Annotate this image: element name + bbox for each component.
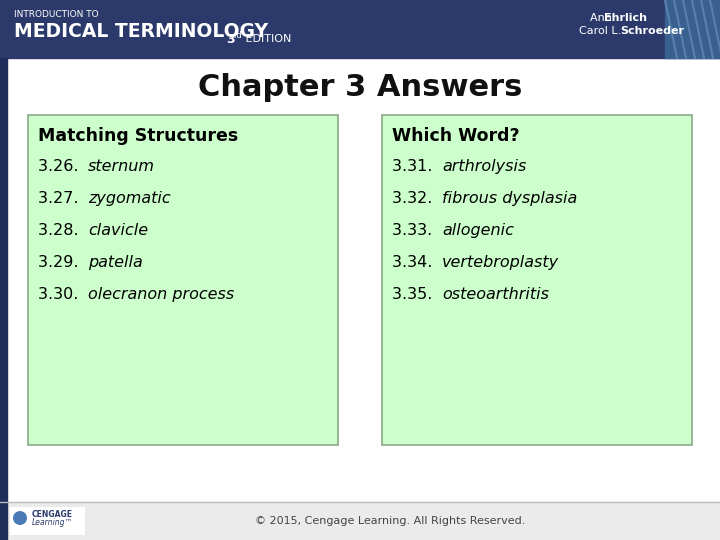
Text: CENGAGE: CENGAGE bbox=[32, 510, 73, 519]
Text: 3: 3 bbox=[226, 33, 235, 46]
Text: 3.30.: 3.30. bbox=[38, 287, 84, 302]
Text: osteoarthritis: osteoarthritis bbox=[442, 287, 549, 302]
Bar bbox=[10, 507, 85, 535]
FancyBboxPatch shape bbox=[28, 115, 338, 445]
Text: 3.35.: 3.35. bbox=[392, 287, 438, 302]
Text: MEDICAL TERMINOLOGY: MEDICAL TERMINOLOGY bbox=[14, 22, 268, 41]
Text: 3.27.: 3.27. bbox=[38, 191, 84, 206]
Text: EDITION: EDITION bbox=[242, 34, 292, 44]
Text: 3.32.: 3.32. bbox=[392, 191, 438, 206]
Text: Ann: Ann bbox=[590, 13, 616, 23]
Text: Chapter 3 Answers: Chapter 3 Answers bbox=[198, 72, 522, 102]
Text: 3.29.: 3.29. bbox=[38, 255, 84, 270]
Text: 3.31.: 3.31. bbox=[392, 159, 438, 174]
Text: patella: patella bbox=[88, 255, 143, 270]
Text: arthrolysis: arthrolysis bbox=[442, 159, 526, 174]
Text: vertebroplasty: vertebroplasty bbox=[442, 255, 559, 270]
Text: Carol L.: Carol L. bbox=[579, 26, 625, 36]
Text: 3.33.: 3.33. bbox=[392, 223, 437, 238]
Bar bbox=[0, 0, 720, 58]
FancyBboxPatch shape bbox=[382, 115, 692, 445]
Text: Matching Structures: Matching Structures bbox=[38, 127, 238, 145]
Text: Which Word?: Which Word? bbox=[392, 127, 520, 145]
Text: rd: rd bbox=[233, 31, 242, 40]
Text: © 2015, Cengage Learning. All Rights Reserved.: © 2015, Cengage Learning. All Rights Res… bbox=[255, 516, 525, 526]
Text: zygomatic: zygomatic bbox=[88, 191, 171, 206]
Circle shape bbox=[13, 511, 27, 525]
Bar bbox=[0, 58, 7, 540]
Text: 3.28.: 3.28. bbox=[38, 223, 84, 238]
Text: Ehrlich: Ehrlich bbox=[604, 13, 647, 23]
Text: clavicle: clavicle bbox=[88, 223, 148, 238]
Text: olecranon process: olecranon process bbox=[88, 287, 234, 302]
Text: INTRODUCTION TO: INTRODUCTION TO bbox=[14, 10, 99, 19]
Text: Learning™: Learning™ bbox=[32, 518, 73, 527]
Bar bbox=[665, 0, 720, 58]
Bar bbox=[0, 502, 720, 540]
Text: 3.26.: 3.26. bbox=[38, 159, 84, 174]
Text: 3.34.: 3.34. bbox=[392, 255, 438, 270]
Text: allogenic: allogenic bbox=[442, 223, 514, 238]
Text: Schroeder: Schroeder bbox=[620, 26, 684, 36]
Text: fibrous dysplasia: fibrous dysplasia bbox=[442, 191, 577, 206]
Text: sternum: sternum bbox=[88, 159, 155, 174]
